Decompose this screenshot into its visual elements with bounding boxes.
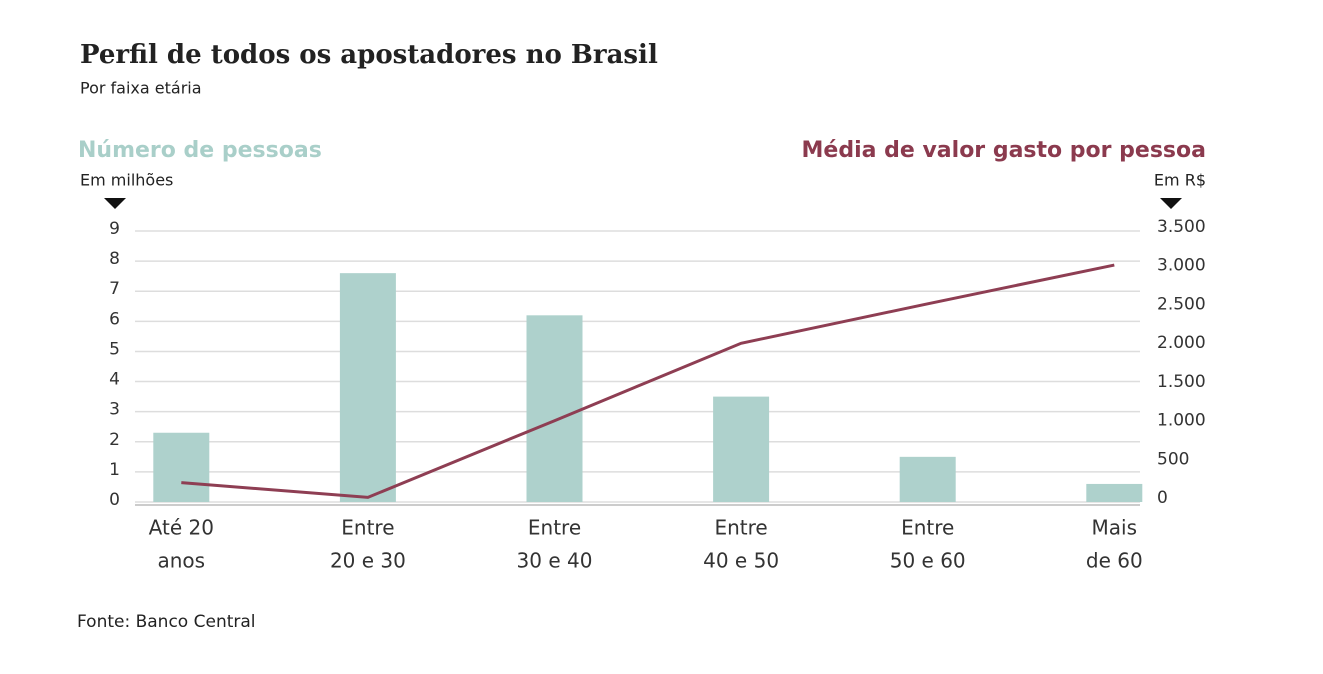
source: Fonte: Banco Central — [77, 612, 256, 632]
y2-axis-title: Média de valor gasto por pessoa — [802, 138, 1206, 163]
x-tick-label: 40 e 50 — [703, 549, 779, 573]
bar — [899, 456, 956, 502]
y2-tick-label: 2.500 — [1157, 294, 1206, 314]
y-tick-label: 3 — [109, 400, 120, 420]
bar — [1086, 483, 1143, 502]
bar — [153, 432, 210, 502]
y-tick-label: 7 — [109, 279, 120, 299]
y2-tick-label: 500 — [1157, 449, 1189, 469]
x-tick-label: Entre — [714, 516, 767, 540]
y-tick-label: 0 — [109, 490, 120, 510]
y2-tick-label: 0 — [1157, 488, 1168, 508]
x-tick-label: anos — [158, 549, 206, 573]
y-tick-label: 1 — [109, 460, 120, 480]
x-tick-label: 30 e 40 — [517, 549, 593, 573]
line — [181, 263, 1115, 499]
bar — [339, 273, 396, 502]
x-tick-label: Entre — [341, 516, 394, 540]
x-tick-label: 20 e 30 — [330, 549, 406, 573]
x-tick-label: 50 e 60 — [890, 549, 966, 573]
y2-tick-label: 2.000 — [1157, 333, 1206, 353]
bar — [526, 315, 583, 502]
y2-tick-label: 3.500 — [1157, 217, 1206, 237]
y-tick-label: 2 — [109, 430, 120, 450]
y-tick-label: 6 — [109, 309, 120, 329]
y-tick-label: 5 — [109, 339, 120, 359]
y-tick-label: 9 — [109, 219, 120, 239]
x-tick-label: Até 20 — [149, 516, 214, 540]
y-axis-unit: Em milhões — [80, 171, 173, 190]
y-tick-label: 4 — [109, 370, 120, 390]
x-tick-label: Mais — [1092, 516, 1138, 540]
y2-tick-label: 3.000 — [1157, 256, 1206, 276]
x-tick-label: Entre — [528, 516, 581, 540]
y2-tick-label: 1.000 — [1157, 411, 1206, 431]
y-axis-title: Número de pessoas — [78, 138, 322, 163]
x-tick-label: Entre — [901, 516, 954, 540]
axis-marker — [1160, 198, 1182, 209]
bar — [713, 396, 770, 502]
y2-tick-label: 1.500 — [1157, 372, 1206, 392]
x-tick-label: de 60 — [1086, 549, 1143, 573]
y2-axis-unit: Em R$ — [1154, 171, 1206, 190]
axis-marker — [104, 198, 126, 209]
y-tick-label: 8 — [109, 249, 120, 269]
chart-subtitle: Por faixa etária — [80, 79, 202, 98]
chart-title: Perfil de todos os apostadores no Brasil — [80, 40, 658, 70]
